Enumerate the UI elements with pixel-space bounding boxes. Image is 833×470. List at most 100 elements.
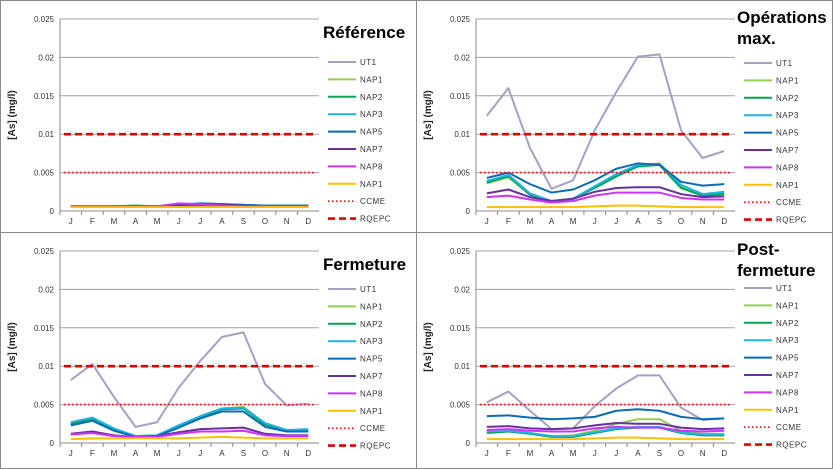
x-tick-label: J — [485, 449, 489, 458]
x-tick-label: J — [177, 217, 181, 226]
x-tick-label: J — [177, 449, 181, 458]
legend-label: NAP7 — [776, 146, 799, 155]
x-tick-label: N — [700, 217, 706, 226]
legend-label: NAP3 — [776, 111, 799, 120]
series-line-nap7 — [486, 186, 725, 203]
x-tick-label: A — [133, 217, 139, 226]
chart-panel-fermeture: 0 0.005 0.01 0.015 0.02 0.025 J F M A M J J A S O N D [As]… — [0, 232, 417, 469]
legend-label: NAP2 — [360, 93, 383, 102]
chart-title: Fermeture — [323, 255, 406, 274]
legend-label: NAP8 — [360, 162, 383, 171]
y-tick-label: 0.01 — [454, 130, 470, 139]
x-tick-label: M — [527, 449, 534, 458]
x-tick-label: A — [635, 449, 641, 458]
x-tick-label: M — [154, 217, 161, 226]
x-tick-label: S — [657, 217, 662, 226]
legend-label: NAP2 — [776, 319, 799, 328]
legend-label: NAP1 — [360, 302, 383, 311]
x-tick-label: J — [593, 449, 597, 458]
series-line-nap2 — [486, 163, 725, 203]
x-tick-label: A — [549, 217, 555, 226]
x-tick-label: O — [678, 449, 684, 458]
x-tick-label: F — [506, 449, 511, 458]
legend-label: NAP2 — [360, 320, 383, 329]
legend-label: NAP5 — [776, 354, 799, 363]
chart-title: Post- — [737, 240, 780, 259]
chart-operations-max: 0 0.005 0.01 0.015 0.02 0.025 J F M A M J J A S O N D [As]… — [423, 8, 827, 226]
legend-label: UT1 — [360, 58, 377, 67]
x-tick-label: D — [305, 449, 311, 458]
chart-title: Référence — [323, 23, 405, 42]
chart-panel-operations-max: 0 0.005 0.01 0.015 0.02 0.025 J F M A M J J A S O N D [As]… — [416, 0, 833, 233]
x-tick-label: D — [721, 217, 727, 226]
chart-title: max. — [737, 29, 776, 48]
chart-panel-reference: 0 0.005 0.01 0.015 0.02 0.025 J F M A M J J A S O N D [As]… — [0, 0, 417, 233]
y-tick-label: 0.02 — [454, 53, 470, 62]
x-tick-label: A — [219, 449, 225, 458]
legend-label: CCME — [360, 197, 386, 206]
x-tick-label: J — [593, 217, 597, 226]
y-axis-label: [As] (mg/l) — [7, 90, 18, 139]
x-tick-label: S — [241, 449, 246, 458]
series-line-nap8 — [486, 191, 725, 204]
y-tick-label: 0.01 — [38, 362, 54, 371]
x-tick-label: A — [635, 217, 641, 226]
y-tick-label: 0.025 — [450, 15, 471, 24]
legend-label: UT1 — [360, 285, 377, 294]
chart-title: Opérations — [737, 8, 827, 27]
x-tick-label: J — [614, 449, 618, 458]
x-tick-label: D — [721, 449, 727, 458]
series-line-nap8 — [70, 429, 309, 438]
y-tick-label: 0 — [466, 207, 471, 216]
y-axis-label: [As] (mg/l) — [423, 322, 434, 371]
y-tick-label: 0.005 — [34, 401, 55, 410]
x-tick-label: N — [284, 217, 290, 226]
series-line-nap1b — [486, 436, 725, 441]
legend-label: CCME — [776, 423, 802, 432]
y-tick-label: 0.01 — [454, 362, 470, 371]
chart-reference: 0 0.005 0.01 0.015 0.02 0.025 J F M A M J J A S O N D [As]… — [7, 15, 405, 226]
chart-panel-post-fermeture: 0 0.005 0.01 0.015 0.02 0.025 J F M A M J J A S O N D [As]… — [416, 232, 833, 469]
legend-label: RQEPC — [776, 216, 807, 225]
y-tick-label: 0.015 — [34, 92, 55, 101]
legend-label: CCME — [360, 424, 386, 433]
legend-label: NAP8 — [360, 389, 383, 398]
x-tick-label: J — [198, 217, 202, 226]
chart-post-fermeture: 0 0.005 0.01 0.015 0.02 0.025 J F M A M J J A S O N D [As]… — [423, 240, 815, 458]
x-tick-label: A — [133, 449, 139, 458]
x-tick-label: O — [678, 217, 684, 226]
legend-label: UT1 — [776, 59, 793, 68]
y-tick-label: 0.005 — [34, 169, 55, 178]
x-tick-label: N — [284, 449, 290, 458]
legend-label: NAP7 — [776, 371, 799, 380]
y-axis-label: [As] (mg/l) — [7, 322, 18, 371]
series-line-ut1 — [486, 53, 725, 190]
series-line-nap3 — [486, 163, 725, 203]
x-tick-label: J — [485, 217, 489, 226]
legend-label: NAP1 — [776, 181, 799, 190]
x-tick-label: J — [69, 217, 73, 226]
y-tick-label: 0.005 — [450, 169, 471, 178]
y-tick-label: 0.02 — [38, 53, 54, 62]
chart-fermeture: 0 0.005 0.01 0.015 0.02 0.025 J F M A M J J A S O N D [As]… — [7, 247, 406, 458]
y-tick-label: 0.02 — [38, 285, 54, 294]
legend-label: NAP3 — [360, 337, 383, 346]
series-line-nap8 — [486, 425, 725, 433]
x-tick-label: S — [241, 217, 246, 226]
legend-label: NAP3 — [776, 336, 799, 345]
x-tick-label: M — [111, 217, 118, 226]
legend-label: RQEPC — [360, 215, 391, 224]
y-tick-label: 0.015 — [34, 324, 55, 333]
legend-label: NAP7 — [360, 372, 383, 381]
x-tick-label: J — [198, 449, 202, 458]
series-line-nap5 — [486, 162, 725, 194]
legend-label: NAP5 — [360, 355, 383, 364]
series-line-ut1 — [70, 331, 309, 428]
x-tick-label: D — [305, 217, 311, 226]
x-tick-label: N — [700, 449, 706, 458]
x-tick-label: J — [69, 449, 73, 458]
x-tick-label: S — [657, 449, 662, 458]
legend-label: NAP1 — [776, 301, 799, 310]
series-line-nap3 — [70, 406, 309, 438]
legend-label: NAP7 — [360, 145, 383, 154]
